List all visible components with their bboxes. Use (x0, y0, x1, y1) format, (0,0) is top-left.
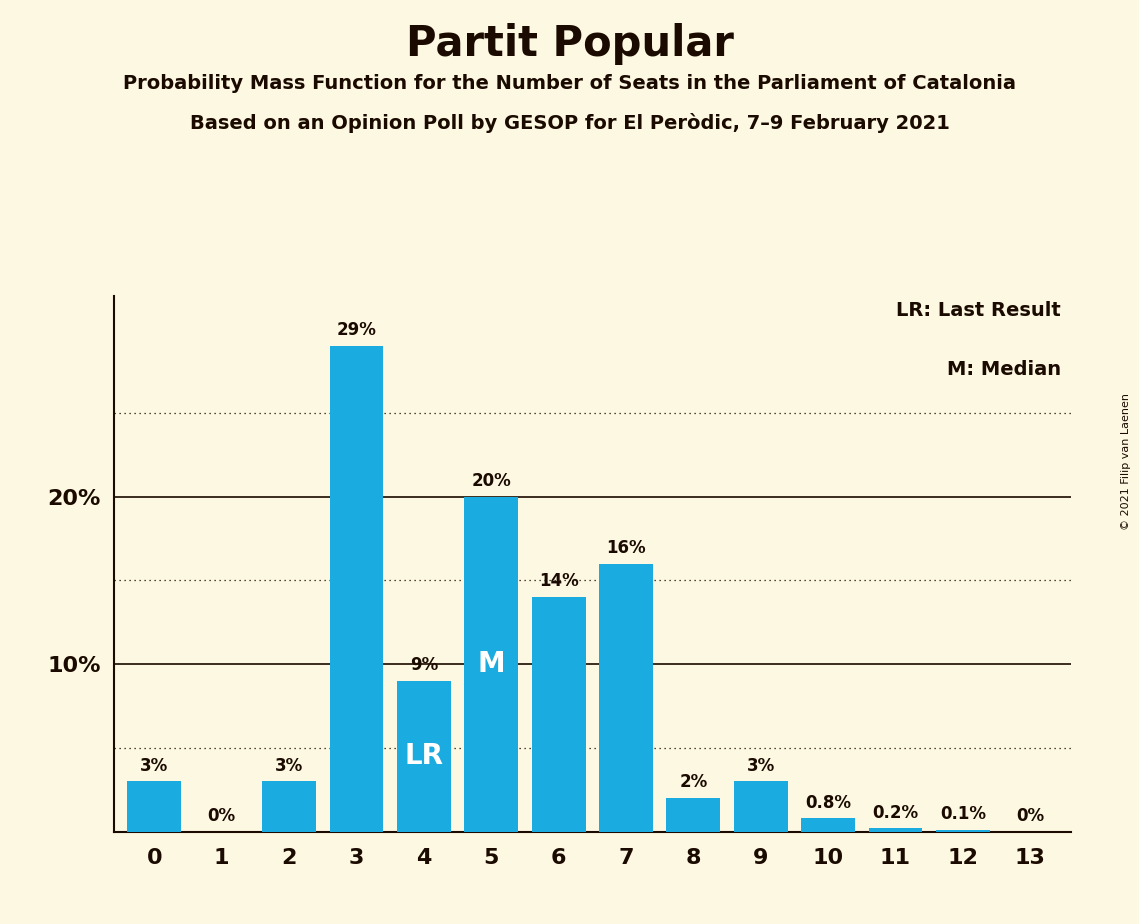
Text: M: M (477, 650, 505, 678)
Bar (869, 828, 923, 832)
Text: 16%: 16% (606, 539, 646, 557)
Text: 0%: 0% (207, 807, 236, 825)
Text: 0.8%: 0.8% (805, 794, 851, 811)
Text: LR: LR (404, 742, 443, 771)
Text: Based on an Opinion Poll by GESOP for El Peròdic, 7–9 February 2021: Based on an Opinion Poll by GESOP for El… (189, 113, 950, 133)
Text: 9%: 9% (410, 656, 439, 675)
Text: © 2021 Filip van Laenen: © 2021 Filip van Laenen (1121, 394, 1131, 530)
Bar (666, 798, 720, 832)
Bar (936, 830, 990, 832)
Bar (128, 782, 181, 832)
Text: Partit Popular: Partit Popular (405, 23, 734, 65)
Text: 3%: 3% (274, 757, 303, 774)
Text: 0%: 0% (1016, 807, 1044, 825)
Bar (599, 564, 653, 832)
Text: 14%: 14% (539, 573, 579, 590)
Bar (329, 346, 384, 832)
Text: 29%: 29% (336, 322, 376, 339)
Text: 20%: 20% (472, 472, 511, 490)
Text: 0.1%: 0.1% (940, 805, 986, 823)
Text: 0.2%: 0.2% (872, 804, 918, 821)
Bar (801, 819, 855, 832)
Text: M: Median: M: Median (947, 360, 1062, 379)
Bar (532, 597, 585, 832)
Text: 2%: 2% (679, 773, 707, 791)
Text: Probability Mass Function for the Number of Seats in the Parliament of Catalonia: Probability Mass Function for the Number… (123, 74, 1016, 93)
Bar (396, 681, 451, 832)
Text: 3%: 3% (746, 757, 775, 774)
Bar (734, 782, 788, 832)
Bar (262, 782, 316, 832)
Text: 3%: 3% (140, 757, 169, 774)
Text: LR: Last Result: LR: Last Result (896, 301, 1062, 320)
Bar (465, 497, 518, 832)
